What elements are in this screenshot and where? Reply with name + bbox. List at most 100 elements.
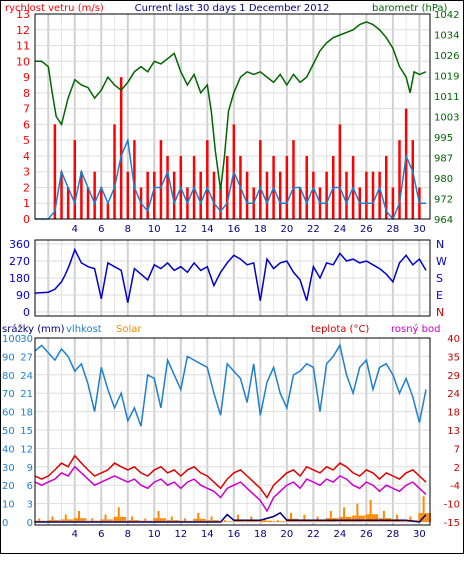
- temperature-tick-label: 40: [447, 334, 460, 345]
- x-tick-label: 18: [254, 224, 267, 235]
- pressure-tick-label: 995: [434, 133, 453, 144]
- temperature-tick-label: -15: [444, 518, 460, 529]
- rain-tick-label: 30: [2, 463, 15, 474]
- temperature-tick-label: 24: [447, 389, 460, 400]
- wind-speed-tick-label: 4: [23, 150, 30, 163]
- compass-label: S: [436, 272, 443, 285]
- pressure-ticks: 1042 1034 1026 1019 1011 1003 995 987 980 972 964: [434, 10, 459, 226]
- panel2-gridlines: [35, 240, 430, 316]
- humidity-tick-label: 6: [27, 481, 33, 492]
- x-tick-label: 30: [413, 529, 426, 540]
- dew-point-line: [34, 465, 427, 513]
- direction-tick-label: 0: [23, 306, 30, 319]
- pressure-tick-label: 1034: [434, 31, 459, 42]
- legend-solar: Solar: [116, 324, 142, 335]
- pressure-axis-label: barometr (hPa): [372, 3, 448, 14]
- temperature-tick-label: 13: [447, 426, 460, 437]
- panel2-frame: [34, 239, 431, 317]
- humidity-line: [34, 343, 427, 427]
- x-tick-label: 6: [98, 224, 104, 235]
- direction-tick-label: 360: [9, 238, 30, 251]
- temperature-tick-label: 35: [447, 352, 460, 363]
- temperature-tick-label: 18: [447, 408, 460, 419]
- pressure-tick-label: 1019: [434, 72, 459, 83]
- x-tick-label: 12: [174, 529, 187, 540]
- humidity-tick-label: 30: [20, 334, 33, 345]
- pressure-tick-label: 1042: [434, 10, 459, 21]
- x-tick-label: 14: [201, 224, 214, 235]
- rain-tick-label: 80: [2, 371, 15, 382]
- x-tick-label: 4: [72, 529, 78, 540]
- x-tick-label: 20: [280, 529, 293, 540]
- pressure-tick-label: 964: [434, 215, 453, 226]
- x-tick-label: 28: [387, 224, 400, 235]
- humidity-tick-label: 21: [20, 389, 33, 400]
- temperature-humidity-panel: srážky (mm) vlhkost Solar teplota (°C) r…: [2, 323, 460, 540]
- x-tick-label: 4: [72, 224, 78, 235]
- compass-label: W: [436, 255, 447, 268]
- temperature-line: [34, 454, 427, 499]
- humidity-tick-label: 24: [20, 371, 33, 382]
- legend-srazky: srážky (mm): [2, 323, 65, 335]
- pressure-tick-label: 1003: [434, 113, 459, 124]
- rain-tick-label: 60: [2, 408, 15, 419]
- humidity-tick-label: 12: [20, 444, 33, 455]
- wind-speed-tick-label: 2: [23, 181, 30, 194]
- compass-label: E: [436, 289, 443, 302]
- pressure-tick-label: 980: [434, 174, 453, 185]
- direction-tick-label: 90: [16, 289, 30, 302]
- x-tick-label: 26: [360, 224, 373, 235]
- x-tick-label: 8: [125, 224, 131, 235]
- direction-tick-label: 180: [9, 272, 30, 285]
- humidity-tick-label: 27: [20, 352, 33, 363]
- wind-speed-tick-label: 12: [16, 24, 30, 37]
- temperature-tick-label: 7: [454, 444, 460, 455]
- wind-speed-tick-label: 5: [23, 134, 30, 147]
- wind-speed-tick-label: 3: [23, 166, 30, 179]
- wind-speed-tick-label: 11: [16, 40, 30, 53]
- rain-tick-label: 50: [2, 426, 15, 437]
- x-tick-label: 22: [307, 224, 320, 235]
- rain-tick-label: 70: [2, 389, 15, 400]
- x-tick-label: 8: [125, 529, 131, 540]
- wind-speed-tick-label: 0: [23, 213, 30, 226]
- x-tick-label: 28: [387, 529, 400, 540]
- x-tick-label: 16: [227, 224, 240, 235]
- wind-speed-tick-label: 8: [23, 87, 30, 100]
- direction-degree-ticks: 360 270 180 90 0: [9, 238, 30, 319]
- legend-vlhkost: vlhkost: [66, 324, 102, 335]
- x-tick-label: 14: [201, 529, 214, 540]
- rain-tick-label: 10: [2, 500, 15, 511]
- chart-title: Current last 30 days 1 December 2012: [135, 3, 330, 14]
- x-tick-label: 26: [360, 529, 373, 540]
- wind-speed-tick-label: 9: [23, 71, 30, 84]
- pressure-line: [35, 21, 427, 191]
- x-tick-label: 20: [280, 224, 293, 235]
- wind-speed-axis-label: rychlost vetru (m/s): [5, 3, 104, 14]
- rain-tick-label: 90: [2, 352, 15, 363]
- panel3-x-ticks: 4 6 8 10 12 14 16 18 20 22 24 26 28 30: [72, 529, 426, 540]
- rain-line: [35, 511, 427, 523]
- x-tick-label: 12: [174, 224, 187, 235]
- x-tick-label: 6: [98, 529, 104, 540]
- temperature-tick-label: 29: [447, 371, 460, 382]
- temperature-tick-label: 2: [454, 463, 460, 474]
- compass-label: N: [436, 238, 444, 251]
- wind-speed-tick-label: 7: [23, 103, 30, 116]
- pressure-tick-label: 1011: [434, 92, 459, 103]
- compass-label: N: [436, 306, 444, 319]
- wind-pressure-panel: rychlost vetru (m/s) Current last 30 day…: [5, 3, 459, 235]
- humidity-tick-label: 18: [20, 408, 33, 419]
- rain-tick-label: 40: [2, 444, 15, 455]
- humidity-tick-label: 9: [27, 463, 33, 474]
- legend-teplota: teplota (°C): [311, 324, 369, 335]
- wind-speed-tick-label: 13: [16, 8, 30, 21]
- panel3-frame: [34, 337, 431, 526]
- wind-speed-tick-label: 10: [16, 55, 30, 68]
- x-tick-label: 10: [148, 224, 161, 235]
